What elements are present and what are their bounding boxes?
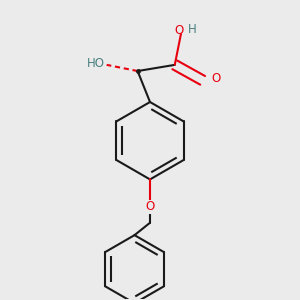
Text: O: O	[146, 200, 154, 213]
Text: O: O	[211, 72, 220, 85]
Text: HO: HO	[87, 57, 105, 70]
Text: H: H	[188, 23, 196, 36]
Text: O: O	[175, 24, 184, 37]
